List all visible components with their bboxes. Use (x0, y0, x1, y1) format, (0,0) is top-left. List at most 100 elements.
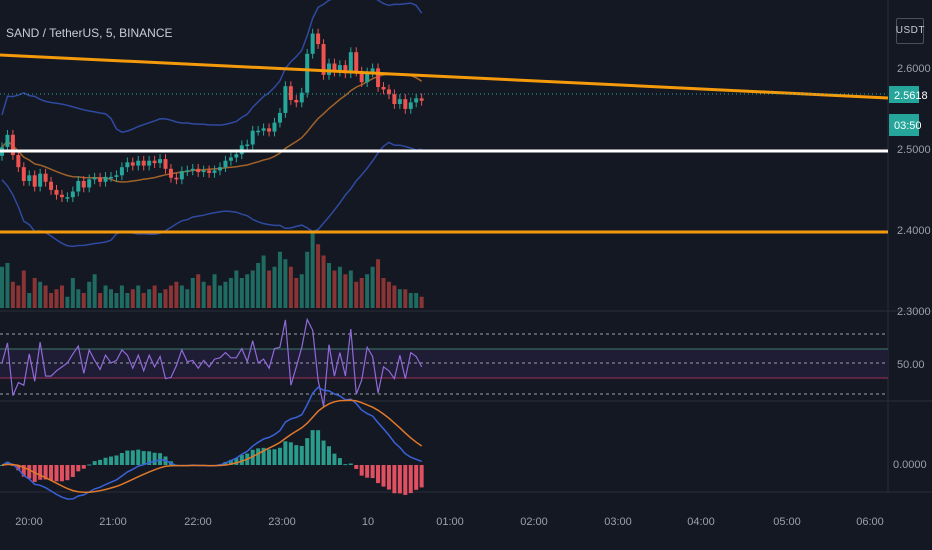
time-axis-label: 01:00 (436, 516, 464, 528)
macd-histogram-bar (256, 448, 261, 465)
countdown-label: 03:50 (894, 120, 922, 132)
candle-body (408, 102, 413, 109)
volume-bar (32, 278, 37, 308)
macd-histogram-bar (343, 464, 348, 466)
volume-bar (163, 289, 168, 308)
candle-body (109, 176, 113, 179)
candle-body (136, 160, 141, 166)
macd-histogram-bar (5, 461, 10, 465)
volume-bar (381, 278, 386, 308)
candle-body (103, 176, 108, 182)
volume-bar (376, 259, 381, 308)
macd-histogram-bar (294, 445, 299, 465)
price-label: 2.5000 (897, 144, 931, 156)
candle-body (98, 177, 103, 182)
volume-bar (288, 266, 293, 308)
time-axis-label: 04:00 (687, 516, 715, 528)
candle-body (130, 162, 135, 166)
macd-histogram-bar (38, 465, 43, 480)
time-axis: 20:00 21:00 22:00 23:00 10 01:00 02:00 03:00 04:… (15, 516, 884, 528)
candle-body (43, 173, 48, 182)
macd-histogram-bar (414, 465, 419, 490)
macd-histogram-bar (228, 459, 233, 465)
volume-bar (223, 281, 228, 308)
macd-histogram-bar (277, 447, 282, 465)
candle-body (294, 99, 299, 103)
volume-bar (130, 289, 135, 308)
candle-body (125, 162, 130, 168)
volume-bar (299, 274, 304, 308)
macd-histogram-bar (0, 465, 4, 466)
volume-bar (337, 266, 342, 308)
candle-body (288, 86, 293, 100)
macd-histogram-bar (16, 465, 21, 471)
volume-bar (54, 289, 59, 308)
candle-body (223, 160, 228, 168)
macd-histogram-bar (386, 465, 391, 490)
candle-body (283, 86, 288, 113)
volume-bar (0, 266, 4, 308)
volume-bar (109, 289, 113, 308)
macd-histogram-bar (321, 440, 326, 465)
bollinger-bands (1, 0, 423, 248)
volume-bar (359, 278, 364, 308)
macd-histogram-bar (392, 465, 397, 494)
macd-histogram-bar (147, 451, 152, 465)
macd-histogram-bar (419, 465, 424, 488)
volume-bars (0, 233, 424, 308)
candle-body (337, 65, 342, 72)
macd-histogram-bar (337, 458, 342, 465)
candle-body (92, 177, 97, 180)
volume-bar (207, 285, 212, 308)
macd-histogram-bar (370, 465, 375, 479)
candle-body (332, 63, 337, 72)
candle-body (250, 130, 255, 145)
time-axis-label: 05:00 (773, 516, 801, 528)
volume-bar (201, 281, 206, 308)
volume-bar (49, 293, 54, 308)
candle-body (147, 160, 152, 166)
volume-bar (81, 293, 86, 308)
macd-histogram-bar (316, 430, 321, 465)
volume-bar (283, 259, 288, 308)
candle-body (299, 92, 304, 103)
macd-histogram-bar (109, 456, 113, 465)
candle-body (59, 194, 64, 198)
bb-lower (1, 141, 422, 248)
trendline[interactable] (0, 53, 889, 100)
candle-body (321, 44, 326, 75)
candle-body (152, 160, 157, 164)
price-label: 2.4000 (897, 225, 931, 237)
candle-body (76, 180, 81, 192)
candle-body (277, 112, 282, 123)
macd-histogram-bar (239, 455, 244, 465)
symbol-title: SAND / TetherUS, 5, BINANCE (6, 26, 173, 40)
volume-bar (354, 281, 359, 308)
macd-histogram-bar (365, 465, 370, 478)
candle-body (218, 167, 222, 171)
time-axis-label: 02:00 (520, 516, 548, 528)
candle-body (21, 167, 26, 181)
volume-bar (234, 270, 239, 308)
macd-histogram-bar (119, 452, 124, 465)
candle-body (419, 98, 424, 101)
candle-body (343, 65, 348, 74)
time-axis-label: 20:00 (15, 516, 43, 528)
candle-body (261, 128, 266, 131)
volume-bar (392, 285, 397, 308)
time-axis-label: 06:00 (856, 516, 884, 528)
volume-bar (38, 281, 43, 308)
macd-histogram-bar (408, 465, 413, 494)
candle-body (87, 179, 92, 188)
volume-bar (239, 278, 244, 308)
candle-body (245, 144, 250, 147)
candle-body (32, 175, 37, 187)
candle-body (256, 130, 261, 133)
currency-button[interactable]: USDT (895, 18, 925, 44)
volume-bar (332, 270, 337, 308)
macd-histogram-bar (81, 465, 86, 469)
candle-body (158, 159, 163, 164)
volume-bar (196, 274, 201, 308)
volume-bar (136, 285, 141, 308)
